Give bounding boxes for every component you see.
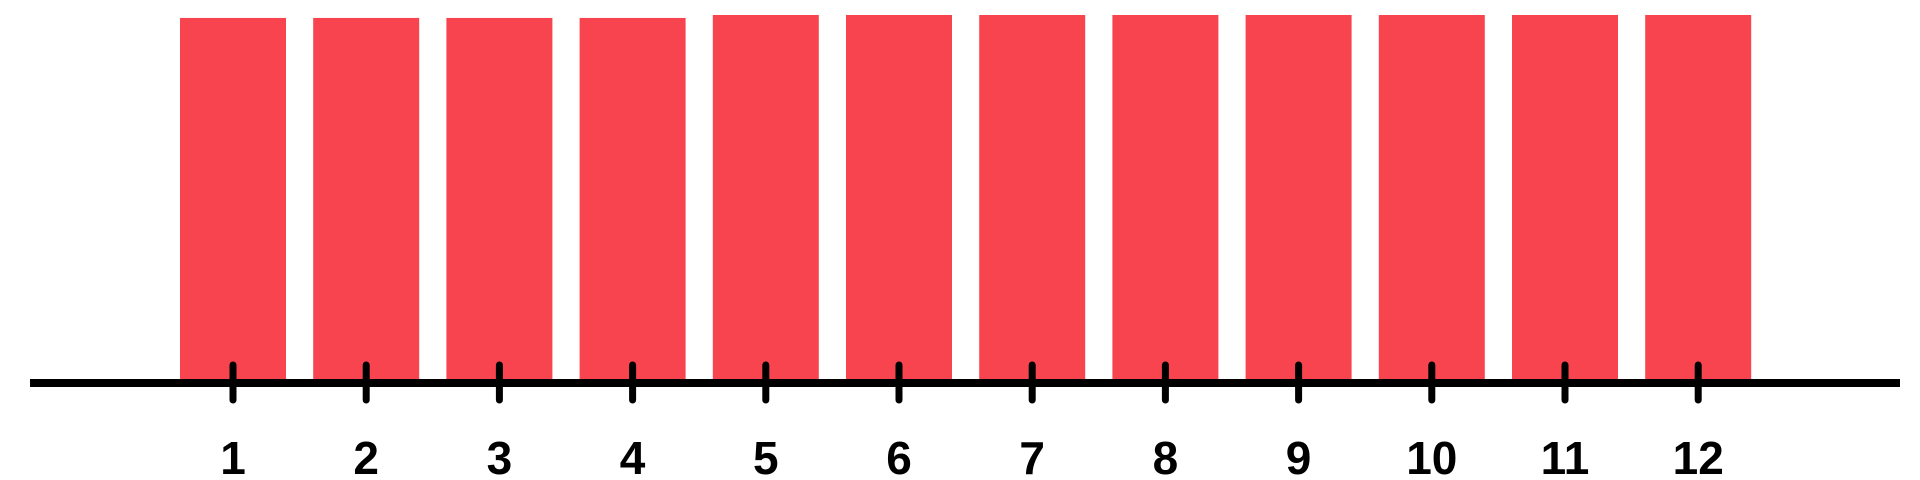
x-tick-label-3: 3	[487, 432, 513, 480]
bar-12	[1645, 15, 1752, 383]
x-tick-label-6: 6	[886, 432, 912, 480]
bar-9	[1245, 15, 1352, 383]
x-tick-label-2: 2	[353, 432, 379, 480]
bar-1	[180, 17, 286, 383]
bar-7	[979, 15, 1086, 383]
x-tick-label-12: 12	[1673, 432, 1724, 480]
bars-layer	[180, 15, 1752, 383]
bar-3	[446, 17, 553, 383]
bar-2	[313, 17, 420, 383]
x-tick-label-11: 11	[1541, 432, 1590, 480]
x-tick-label-7: 7	[1019, 432, 1045, 480]
x-tick-label-1: 1	[220, 432, 246, 480]
bar-10	[1378, 15, 1485, 383]
x-tick-label-8: 8	[1153, 432, 1179, 480]
x-axis-ticks	[229, 361, 1702, 404]
bar-6	[846, 15, 952, 383]
x-tick-label-9: 9	[1286, 432, 1312, 480]
bar-8	[1112, 15, 1219, 383]
bar-11	[1512, 15, 1618, 383]
bar-5	[712, 15, 819, 383]
x-tick-label-5: 5	[753, 432, 779, 480]
x-axis-tick-labels: 1 2 3 4 5 6 7 8 9 10 11 12	[220, 432, 1724, 480]
x-tick-label-10: 10	[1406, 432, 1457, 480]
bar-4	[579, 17, 686, 383]
x-tick-label-4: 4	[620, 432, 646, 480]
